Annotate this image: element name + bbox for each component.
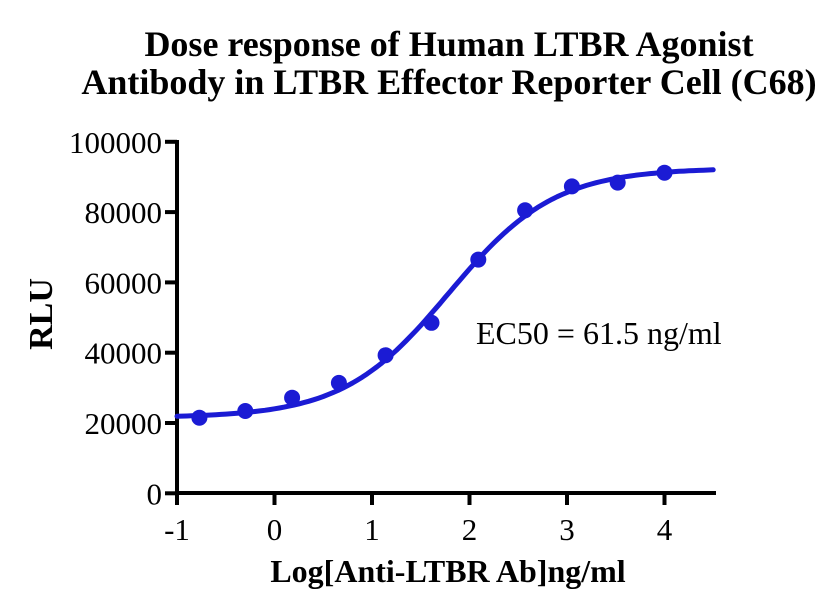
x-tick-label: -1 — [164, 512, 190, 547]
data-point — [423, 314, 440, 331]
chart-title-line-2: Antibody in LTBR Effector Reporter Cell … — [81, 62, 817, 102]
x-tick-label: 4 — [657, 512, 673, 547]
data-point — [470, 251, 487, 268]
y-tick-label: 100000 — [69, 125, 162, 160]
x-tick-label: 0 — [267, 512, 283, 547]
x-tick-label: 3 — [559, 512, 575, 547]
data-point — [563, 178, 580, 195]
x-axis-title: Log[Anti-LTBR Ab]ng/ml — [270, 553, 626, 589]
data-point — [330, 374, 347, 391]
data-point — [517, 202, 534, 219]
y-tick-label: 20000 — [85, 406, 163, 441]
data-point — [237, 403, 254, 419]
ec50-annotation: EC50 = 61.5 ng/ml — [476, 315, 722, 351]
x-tick-label: 2 — [462, 512, 478, 547]
data-point — [656, 164, 673, 181]
y-tick-label: 40000 — [85, 336, 163, 371]
y-tick-label: 60000 — [85, 265, 163, 300]
chart-title-line-1: Dose response of Human LTBR Agonist — [144, 24, 754, 64]
y-tick-label: 0 — [147, 476, 163, 511]
data-point — [609, 174, 626, 191]
y-tick-label: 80000 — [85, 195, 163, 230]
data-point — [191, 409, 208, 426]
x-tick-label: 1 — [364, 512, 380, 547]
data-point — [377, 347, 394, 364]
data-point — [284, 389, 301, 406]
fit-curve — [174, 167, 716, 419]
